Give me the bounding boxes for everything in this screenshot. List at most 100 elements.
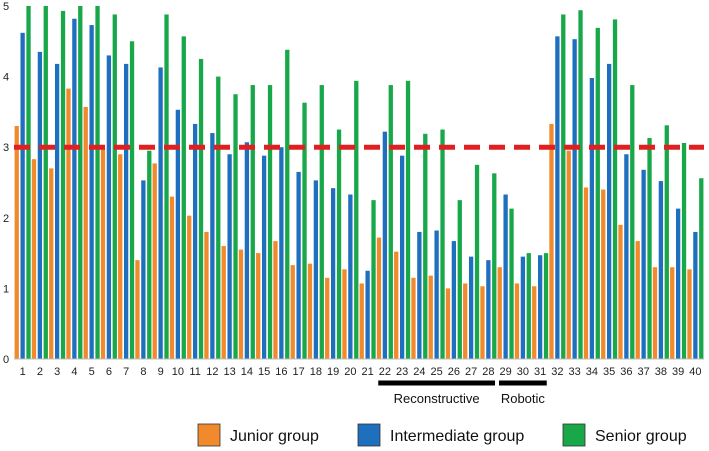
bar-junior-group-36 xyxy=(618,224,623,359)
bar-intermediate-group-35 xyxy=(606,63,612,359)
bar-junior-group-8 xyxy=(135,260,140,359)
bar-senior-group-30 xyxy=(526,253,531,359)
bar-intermediate-group-16 xyxy=(279,147,284,359)
bar-junior-group-40 xyxy=(687,269,692,359)
bar-senior-group-17 xyxy=(302,102,307,359)
x-tick-label: 40 xyxy=(689,366,701,378)
bar-senior-group-32 xyxy=(561,14,566,359)
bar-senior-group-1 xyxy=(26,6,31,359)
bar-intermediate-group-17 xyxy=(296,171,301,359)
bar-junior-group-39 xyxy=(670,267,675,359)
bar-senior-group-13 xyxy=(233,94,238,359)
bar-senior-group-29 xyxy=(509,208,514,359)
bar-senior-group-3 xyxy=(60,10,66,359)
x-tick-label: 1 xyxy=(20,366,26,378)
y-tick-label: 4 xyxy=(3,72,9,84)
bar-intermediate-group-32 xyxy=(555,36,560,360)
bar-intermediate-group-10 xyxy=(175,109,181,359)
bar-senior-group-15 xyxy=(267,85,273,359)
bar-senior-group-2 xyxy=(43,6,48,359)
bar-junior-group-2 xyxy=(31,159,37,359)
bar-intermediate-group-26 xyxy=(451,241,457,359)
y-tick-label: 2 xyxy=(3,213,9,225)
x-tick-label: 22 xyxy=(379,366,391,378)
x-tick-label: 16 xyxy=(275,366,287,378)
bar-intermediate-group-22 xyxy=(382,131,388,359)
bar-junior-group-32 xyxy=(549,123,554,360)
bar-intermediate-group-9 xyxy=(158,67,163,360)
bar-senior-group-39 xyxy=(681,142,687,359)
x-tick-label: 35 xyxy=(603,366,615,378)
bar-senior-group-14 xyxy=(250,85,255,359)
bar-senior-group-5 xyxy=(95,6,100,359)
x-tick-label: 14 xyxy=(241,366,253,378)
x-tick-label: 2 xyxy=(37,366,43,378)
bar-junior-group-14 xyxy=(238,249,244,359)
x-tick-label: 9 xyxy=(158,366,164,378)
bar-senior-group-18 xyxy=(319,85,324,359)
bar-intermediate-group-12 xyxy=(210,133,215,359)
bar-senior-group-25 xyxy=(440,129,445,359)
x-tick-label: 3 xyxy=(54,366,60,378)
bar-senior-group-35 xyxy=(612,19,618,359)
x-tick-label: 25 xyxy=(431,366,443,378)
x-tick-label: 32 xyxy=(551,366,563,378)
bar-intermediate-group-3 xyxy=(54,63,60,359)
bar-junior-group-25 xyxy=(428,275,433,359)
bar-intermediate-group-24 xyxy=(417,231,422,359)
bar-senior-group-22 xyxy=(388,85,393,359)
x-axis-ticks: 1 2 3 4 5 6 7 8 9 10 11 12 13 14 15 16 17 18 19 20 21 22 23 24 2… xyxy=(20,366,702,378)
x-tick-label: 6 xyxy=(106,366,112,378)
bar-senior-group-37 xyxy=(647,138,652,359)
bar-junior-group-23 xyxy=(394,251,399,359)
x-tick-label: 28 xyxy=(482,366,494,378)
x-tick-label: 13 xyxy=(224,366,236,378)
bar-junior-group-30 xyxy=(514,283,520,359)
bar-intermediate-group-21 xyxy=(365,270,370,359)
bar-senior-group-38 xyxy=(664,125,669,359)
bar-junior-group-7 xyxy=(118,154,123,359)
bar-junior-group-6 xyxy=(100,147,106,359)
x-tick-label: 20 xyxy=(344,366,356,378)
bar-intermediate-group-2 xyxy=(37,51,43,359)
bar-junior-group-21 xyxy=(359,283,364,359)
bar-junior-group-15 xyxy=(256,253,261,359)
bar-intermediate-group-19 xyxy=(330,188,336,359)
bar-junior-group-19 xyxy=(325,277,330,359)
bar-senior-group-34 xyxy=(595,27,600,359)
x-tick-label: 17 xyxy=(293,366,305,378)
bar-senior-group-8 xyxy=(147,150,152,359)
bar-intermediate-group-7 xyxy=(123,63,129,359)
bar-senior-group-4 xyxy=(78,6,83,359)
group-label-reconstructive: Reconstructive xyxy=(394,391,480,406)
bar-intermediate-group-6 xyxy=(106,55,112,360)
bar-intermediate-group-4 xyxy=(72,18,77,360)
bar-intermediate-group-20 xyxy=(348,194,353,359)
legend-swatch-intermediate-group xyxy=(357,423,381,447)
y-tick-label: 5 xyxy=(3,1,9,13)
x-tick-label: 4 xyxy=(71,366,77,378)
bar-senior-group-11 xyxy=(198,58,204,359)
bar-junior-group-17 xyxy=(290,265,295,359)
bar-junior-group-34 xyxy=(583,187,589,359)
x-tick-label: 27 xyxy=(465,366,477,378)
bar-intermediate-group-29 xyxy=(503,194,508,359)
x-tick-label: 37 xyxy=(638,366,650,378)
x-tick-label: 8 xyxy=(140,366,146,378)
bar-intermediate-group-11 xyxy=(192,123,198,360)
bar-senior-group-28 xyxy=(492,173,497,359)
bar-intermediate-group-8 xyxy=(141,180,146,359)
x-tick-label: 24 xyxy=(413,366,425,378)
legend: Junior group Intermediate group Senior gro… xyxy=(197,423,687,447)
bar-junior-group-27 xyxy=(463,283,468,359)
x-tick-label: 29 xyxy=(500,366,512,378)
bar-junior-group-37 xyxy=(635,241,640,359)
bar-senior-group-23 xyxy=(405,80,411,359)
x-tick-label: 7 xyxy=(123,366,129,378)
bar-junior-group-29 xyxy=(497,267,502,359)
bar-intermediate-group-37 xyxy=(641,169,646,359)
x-tick-label: 34 xyxy=(586,366,598,378)
bar-junior-group-31 xyxy=(532,286,537,359)
legend-swatch-senior-group xyxy=(562,423,586,447)
bar-senior-group-33 xyxy=(578,10,583,360)
